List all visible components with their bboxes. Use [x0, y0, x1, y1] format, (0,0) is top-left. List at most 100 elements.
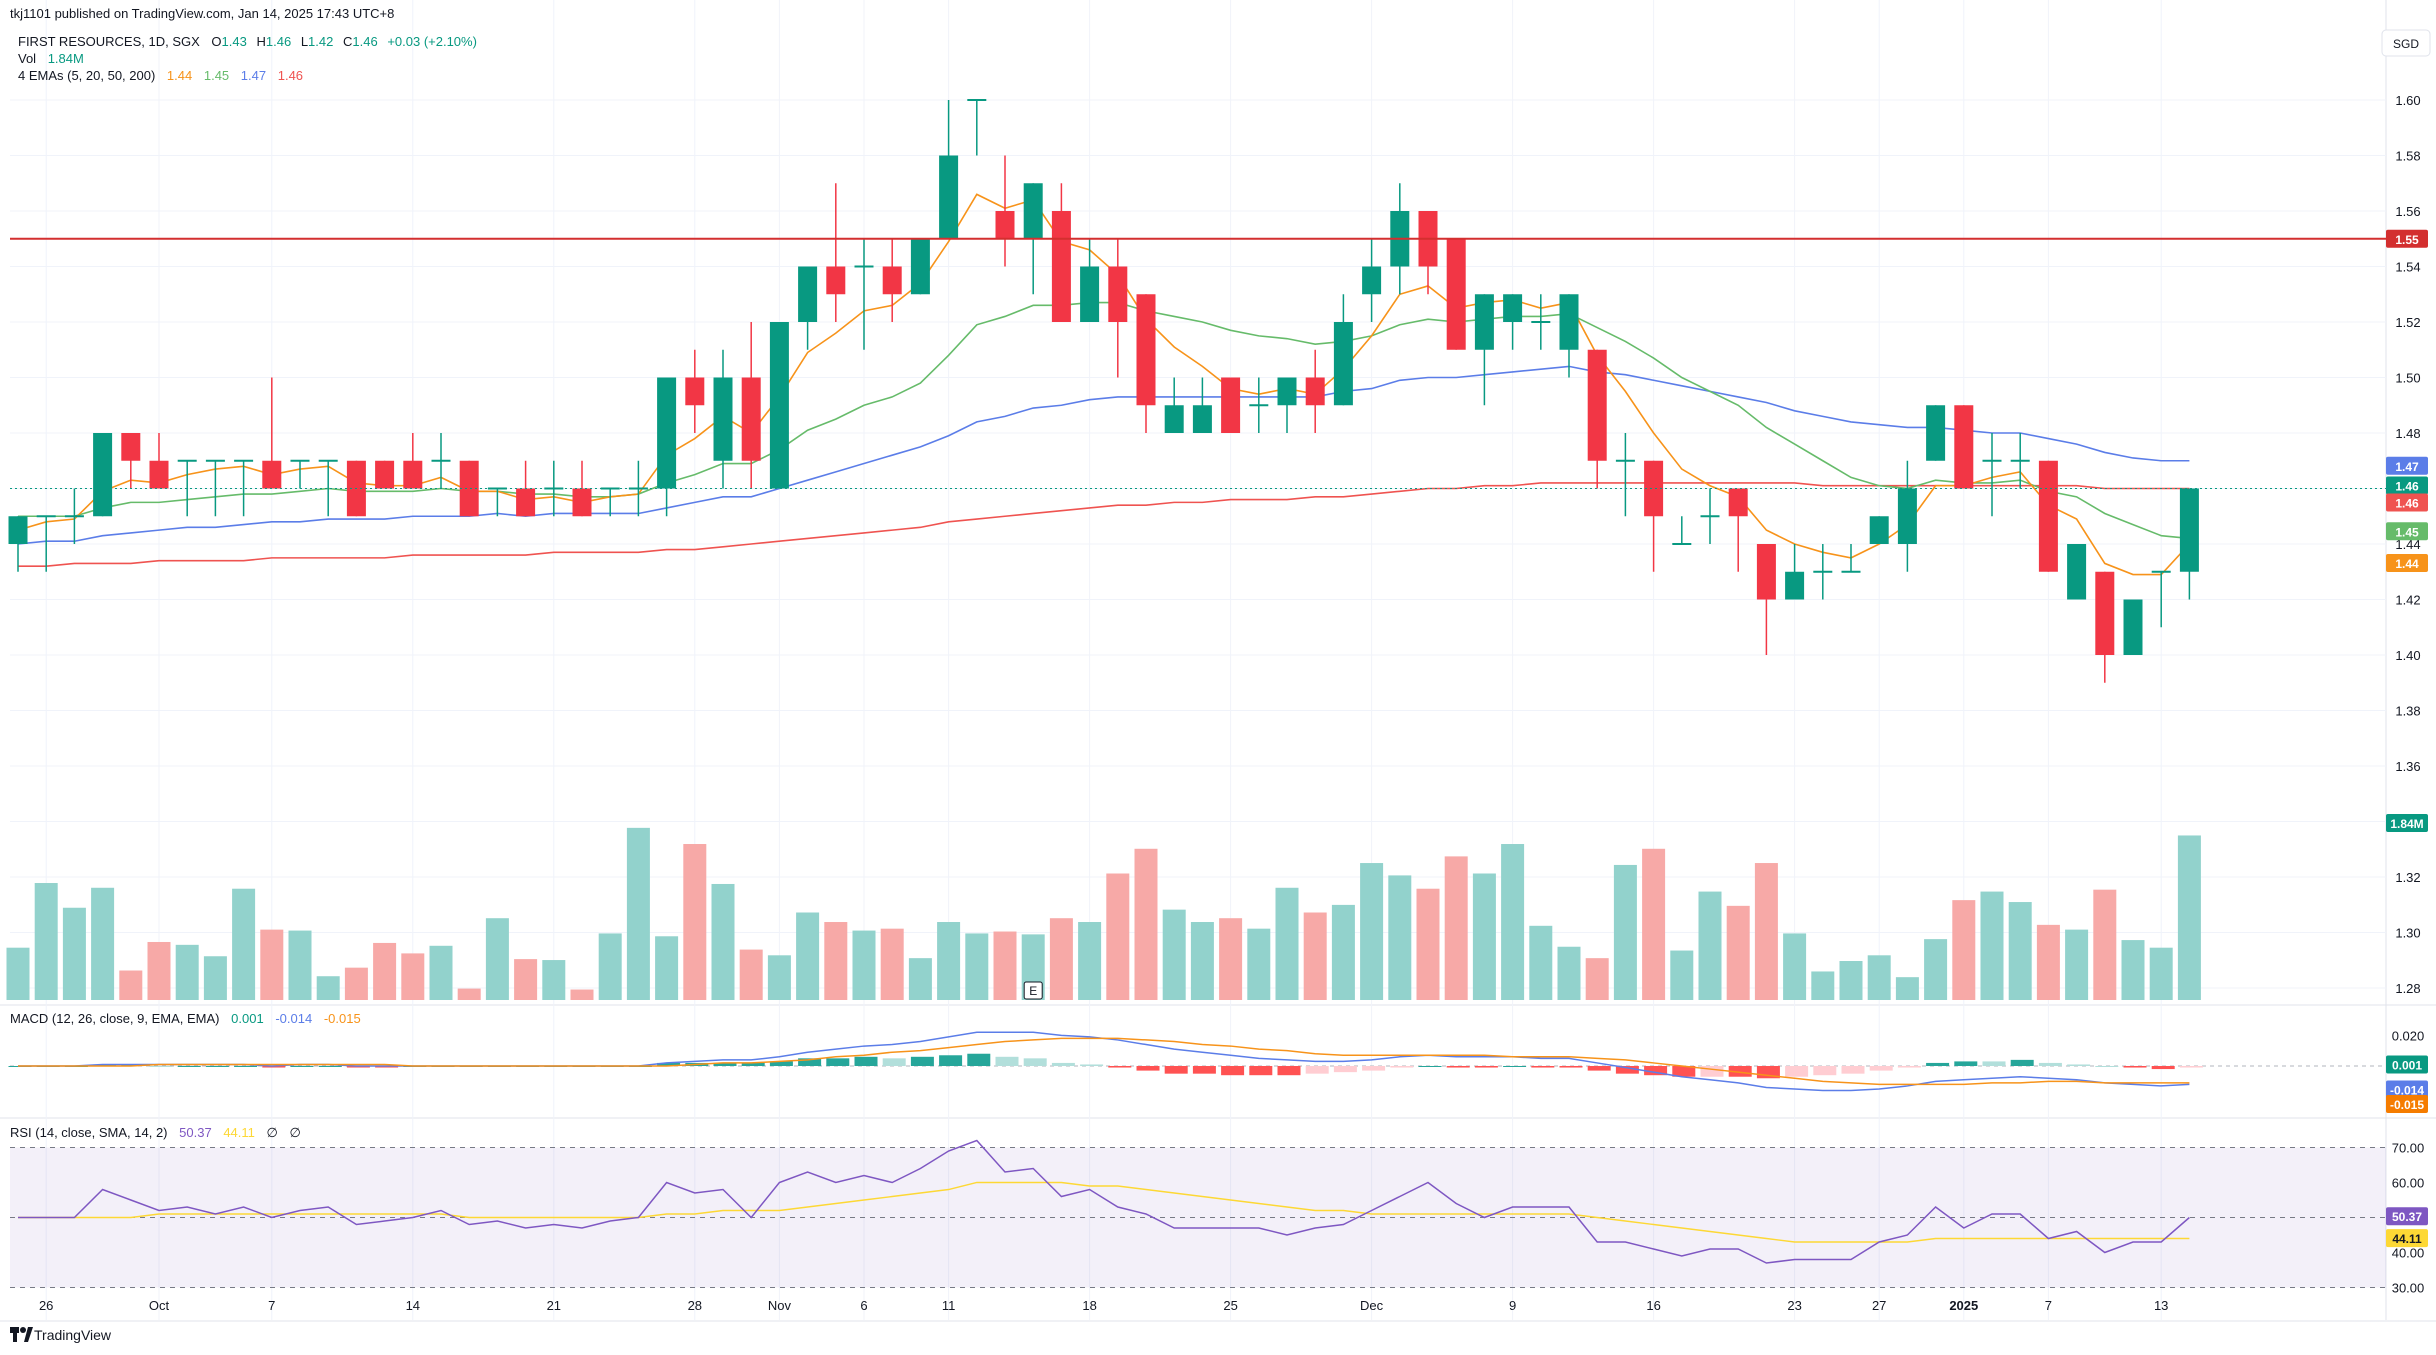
candle[interactable] [2151, 570, 2171, 628]
candle[interactable] [1672, 516, 1692, 545]
candle[interactable] [262, 377, 282, 489]
candle[interactable] [1897, 460, 1917, 572]
candle[interactable] [939, 100, 959, 239]
candle[interactable] [8, 516, 28, 572]
symbol-legend[interactable]: FIRST RESOURCES, 1D, SGX O1.43 H1.46 L1.… [18, 34, 477, 49]
candle[interactable] [1869, 516, 1889, 544]
rsi-badge[interactable]: 50.37 [2386, 1207, 2428, 1226]
macd-histogram-bar [1841, 1066, 1865, 1074]
candle[interactable] [1333, 294, 1353, 406]
candle[interactable] [882, 238, 902, 322]
svg-text:1.44: 1.44 [2395, 557, 2419, 571]
currency-button[interactable]: SGD [2381, 29, 2431, 57]
candle-body [121, 433, 141, 461]
candle[interactable] [375, 460, 395, 489]
candle[interactable] [1756, 544, 1776, 655]
candle[interactable] [1644, 460, 1664, 572]
candle[interactable] [995, 155, 1015, 267]
candle[interactable] [741, 322, 761, 489]
candle[interactable] [769, 322, 789, 489]
candle[interactable] [1305, 349, 1325, 433]
candle[interactable] [544, 460, 564, 517]
rsi-ma-badge[interactable]: 44.11 [2386, 1229, 2428, 1248]
candle[interactable] [1221, 377, 1241, 434]
candle[interactable] [2067, 544, 2087, 600]
candle[interactable] [1813, 544, 1833, 600]
candle[interactable] [318, 459, 338, 517]
candle[interactable] [2038, 460, 2058, 572]
candle[interactable] [1192, 377, 1212, 434]
candle[interactable] [459, 460, 479, 517]
ema200-value: 1.46 [278, 68, 303, 83]
candle[interactable] [2123, 599, 2143, 656]
time-tick-label: Oct [149, 1298, 170, 1313]
candle[interactable] [121, 433, 141, 489]
volume-legend[interactable]: Vol 1.84M [18, 51, 84, 66]
candle[interactable] [826, 183, 846, 322]
candle[interactable] [967, 99, 987, 156]
candle[interactable] [910, 238, 930, 295]
rsi-legend[interactable]: RSI (14, close, SMA, 14, 2) 50.37 44.11 … [10, 1125, 301, 1140]
macd-legend[interactable]: MACD (12, 26, close, 9, EMA, EMA) 0.001 … [10, 1011, 361, 1026]
candle[interactable] [1587, 349, 1607, 489]
candle[interactable] [1362, 238, 1382, 322]
candle[interactable] [1982, 433, 2002, 517]
svg-text:-0.015: -0.015 [2390, 1098, 2424, 1112]
ema5-price-badge[interactable]: 1.44 [2386, 554, 2428, 572]
candle[interactable] [1926, 405, 1946, 461]
candle[interactable] [1080, 238, 1100, 322]
time-tick-label: 2025 [1949, 1298, 1978, 1313]
candle[interactable] [798, 266, 818, 350]
candle[interactable] [149, 433, 169, 489]
ema20-price-badge[interactable]: 1.45 [2386, 522, 2428, 541]
ema200-price-badge[interactable]: 1.46 [2386, 493, 2428, 512]
ema-legend[interactable]: 4 EMAs (5, 20, 50, 200) 1.44 1.45 1.47 1… [18, 68, 303, 83]
candle[interactable] [1954, 405, 1974, 489]
ohlc-l-label: L [301, 34, 308, 49]
candle[interactable] [290, 459, 310, 489]
candle[interactable] [487, 487, 507, 517]
candle[interactable] [1700, 488, 1720, 545]
last-price-badge[interactable]: 1.46 [2386, 476, 2428, 495]
candle[interactable] [1474, 294, 1494, 406]
candle[interactable] [685, 349, 705, 433]
candle[interactable] [2095, 571, 2115, 683]
candle[interactable] [1503, 294, 1523, 350]
candle[interactable] [1446, 238, 1466, 350]
candle[interactable] [713, 349, 733, 489]
candle[interactable] [2179, 488, 2199, 600]
candle[interactable] [1108, 238, 1128, 378]
candle[interactable] [2010, 433, 2030, 489]
volume-price-badge[interactable]: 1.84M [2386, 814, 2428, 832]
price-axis[interactable]: 1.60 1.58 1.56 1.54 1.52 1.50 1.48 1.46 1.44 1.42… [2386, 93, 2428, 1296]
candle[interactable] [1785, 544, 1805, 600]
ema50-price-badge[interactable]: 1.47 [2386, 456, 2428, 475]
candle[interactable] [93, 433, 113, 517]
candle[interactable] [1164, 377, 1184, 434]
candle[interactable] [36, 515, 56, 572]
candle[interactable] [1277, 377, 1297, 434]
candle[interactable] [1559, 294, 1579, 378]
candle[interactable] [177, 459, 197, 517]
resistance-price-badge[interactable]: 1.55 [2386, 229, 2428, 248]
candle[interactable] [1136, 294, 1156, 433]
candle[interactable] [234, 459, 254, 517]
candle[interactable] [657, 377, 677, 517]
macd-hist-badge[interactable]: 0.001 [2386, 1055, 2428, 1074]
candle[interactable] [628, 460, 648, 517]
candle[interactable] [1841, 544, 1861, 573]
candle[interactable] [64, 488, 84, 545]
candle[interactable] [403, 433, 423, 489]
candle[interactable] [1249, 377, 1269, 434]
macd-signal-badge[interactable]: -0.015 [2386, 1095, 2428, 1113]
candle[interactable] [1615, 433, 1635, 517]
candle[interactable] [431, 433, 451, 489]
candle[interactable] [854, 238, 874, 350]
macd-line-badge[interactable]: -0.014 [2386, 1080, 2428, 1099]
candle[interactable] [1531, 294, 1551, 350]
rsi-legend-label: RSI (14, close, SMA, 14, 2) [10, 1125, 168, 1140]
tradingview-logo[interactable]: TradingView [10, 1327, 112, 1343]
earnings-marker[interactable]: E [1023, 981, 1043, 1000]
time-axis[interactable]: 26 Oct 7 14 21 28 Nov 6 11 18 25 Dec 9 16 23 27 2025 7 13 [39, 1298, 2168, 1313]
candle[interactable] [1728, 488, 1748, 572]
